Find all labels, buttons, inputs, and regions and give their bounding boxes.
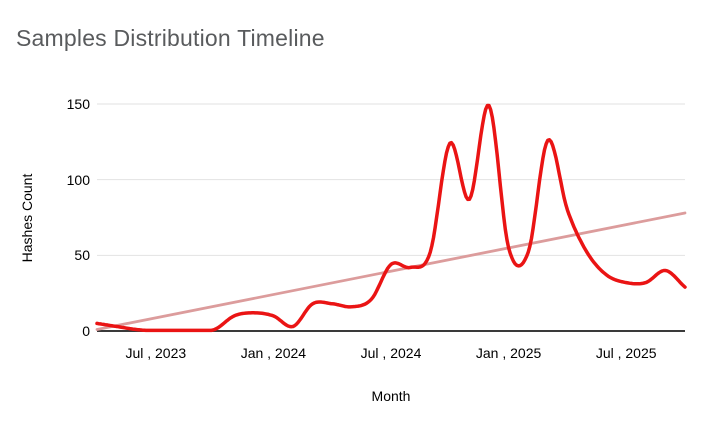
x-tick-label: Jul , 2024	[360, 345, 422, 361]
y-axis-title: Hashes Count	[19, 173, 35, 263]
x-tick-label: Jan , 2025	[475, 345, 542, 361]
x-tick-label: Jul , 2025	[595, 345, 657, 361]
y-tick-label: 150	[66, 96, 90, 112]
x-tick-label: Jul , 2023	[125, 345, 187, 361]
y-tick-label: 50	[74, 247, 90, 264]
trendline	[95, 211, 687, 331]
y-tick-label: 100	[66, 171, 90, 188]
x-tick-label: Jan , 2024	[240, 345, 307, 361]
x-axis-title: Month	[371, 388, 411, 404]
chart-title: Samples Distribution Timeline	[16, 25, 325, 51]
y-tick-label: 0	[82, 323, 90, 339]
hashes-count-series-line	[95, 103, 687, 333]
